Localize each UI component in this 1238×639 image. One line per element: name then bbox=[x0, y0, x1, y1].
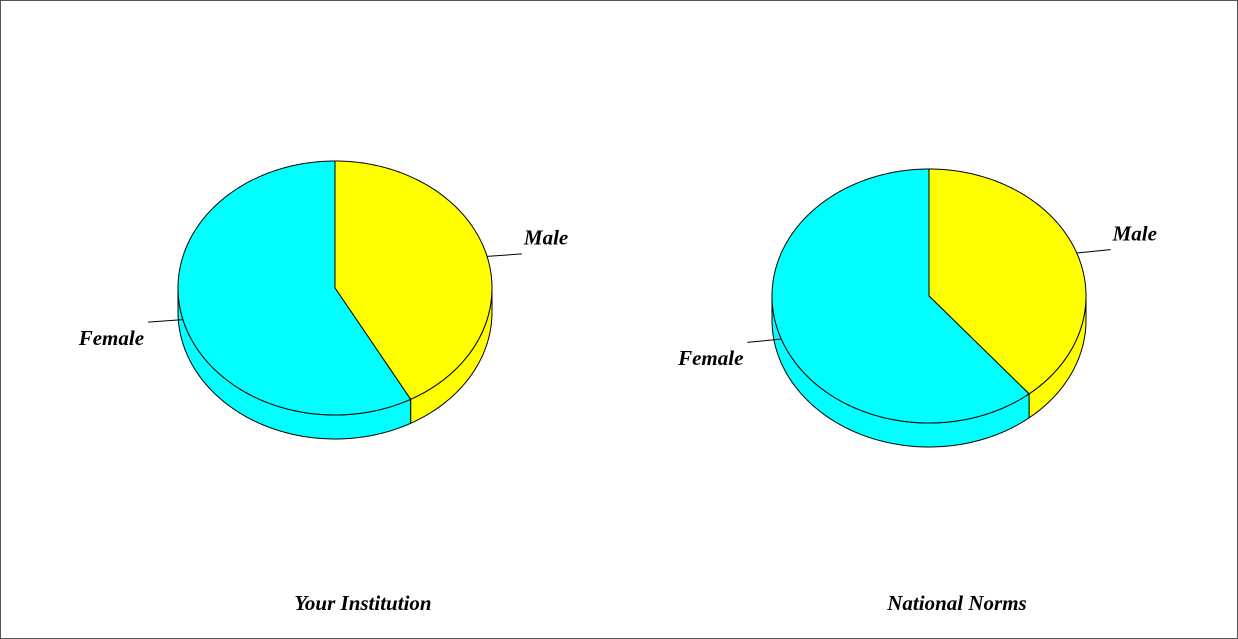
leader-line bbox=[148, 319, 183, 323]
slice-label: Female bbox=[78, 326, 144, 350]
leader-line bbox=[487, 253, 522, 257]
leader-line bbox=[747, 338, 782, 343]
slice-label: Male bbox=[1112, 221, 1157, 245]
slice-label: Female bbox=[677, 346, 743, 370]
slice-label: Male bbox=[523, 226, 568, 250]
chart-title: National Norms bbox=[886, 591, 1026, 615]
pie-slice bbox=[928, 168, 1087, 395]
leader-line bbox=[1076, 249, 1111, 254]
pie-slice bbox=[177, 160, 412, 416]
pie-slice bbox=[771, 168, 1030, 424]
chart-title: Your Institution bbox=[294, 591, 431, 615]
